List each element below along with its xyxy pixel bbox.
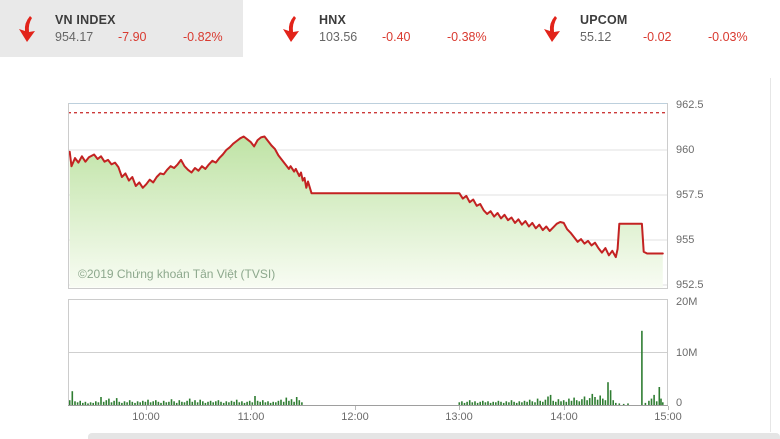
index-change-pct: -0.38% <box>447 30 487 44</box>
x-axis-label: 12:00 <box>341 411 369 423</box>
volume-ytick: 10M <box>676 347 698 359</box>
index-name: VN INDEX <box>55 13 116 27</box>
down-arrow-icon <box>15 15 39 43</box>
volume-ytick: 0 <box>676 397 683 409</box>
index-change-pct: -0.03% <box>708 30 748 44</box>
x-axis-tick <box>564 406 565 410</box>
down-arrow-icon <box>279 15 303 43</box>
panel-border <box>770 78 771 432</box>
price-chart <box>68 103 668 289</box>
ticker-upcom[interactable]: UPCOM 55.12 -0.02 -0.03% <box>505 0 780 57</box>
index-value: 55.12 <box>580 30 612 44</box>
x-axis-label: 15:00 <box>654 411 682 423</box>
index-ticker-bar: VN INDEX 954.17 -7.90 -0.82% HNX 103.56 … <box>0 0 780 57</box>
volume-ytick: 20M <box>676 296 698 308</box>
price-ytick: 955 <box>676 234 695 246</box>
x-axis-label: 13:00 <box>445 411 473 423</box>
ticker-vnindex[interactable]: VN INDEX 954.17 -7.90 -0.82% <box>0 0 243 57</box>
price-ytick: 952.5 <box>676 279 704 291</box>
volume-chart <box>68 299 668 406</box>
price-ytick: 957.5 <box>676 189 704 201</box>
index-change: -7.90 <box>118 30 147 44</box>
x-axis-tick <box>355 406 356 410</box>
next-section-divider <box>88 433 780 439</box>
x-axis-tick <box>146 406 147 410</box>
index-change: -0.02 <box>643 30 672 44</box>
ticker-hnx[interactable]: HNX 103.56 -0.40 -0.38% <box>243 0 505 57</box>
down-arrow-icon <box>540 15 564 43</box>
price-ytick: 962.5 <box>676 99 704 111</box>
x-axis-label: 11:00 <box>237 411 265 423</box>
x-axis-tick <box>251 406 252 410</box>
index-value: 954.17 <box>55 30 94 44</box>
x-axis-tick <box>459 406 460 410</box>
index-change-pct: -0.82% <box>183 30 223 44</box>
x-axis-label: 10:00 <box>132 411 160 423</box>
x-axis-label: 14:00 <box>550 411 578 423</box>
index-value: 103.56 <box>319 30 358 44</box>
x-axis-tick <box>668 406 669 410</box>
watermark: ©2019 Chứng khoán Tân Việt (TVSI) <box>78 267 276 281</box>
index-name: HNX <box>319 13 346 27</box>
index-change: -0.40 <box>382 30 411 44</box>
index-name: UPCOM <box>580 13 628 27</box>
price-ytick: 960 <box>676 144 695 156</box>
